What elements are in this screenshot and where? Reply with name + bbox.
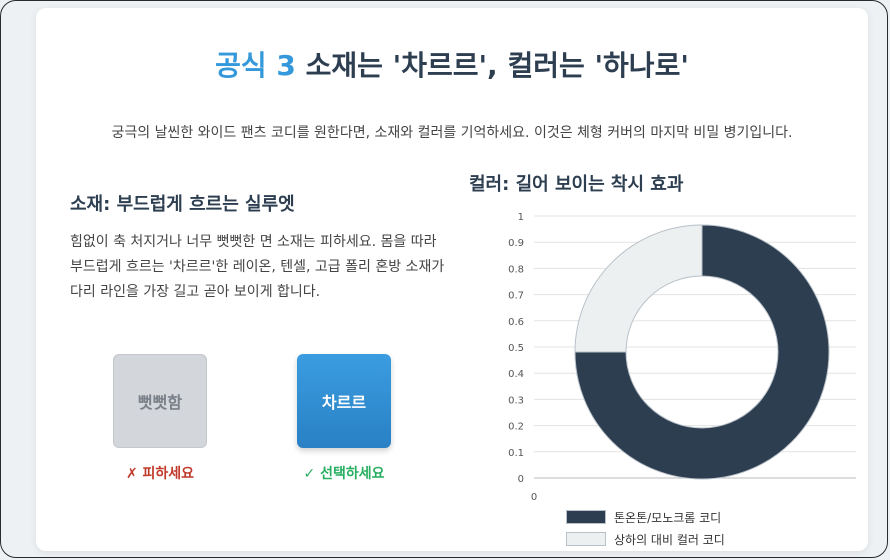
y-tick-label: 0.9 — [508, 238, 524, 249]
content-card: 공식 3 소재는 '차르르', 컬러는 '하나로' 궁극의 날씬한 와이드 팬츠… — [36, 8, 868, 551]
page-subtitle: 궁극의 날씬한 와이드 팬츠 코디를 원한다면, 소재와 컬러를 기억하세요. … — [111, 125, 793, 141]
y-tick-label: 0 — [518, 474, 524, 485]
material-description: 힘없이 축 처지거나 너무 뻣뻣한 면 소재는 피하세요. 몸을 따라 부드럽게… — [70, 234, 445, 300]
flowing-fabric-swatch: 차르르 — [297, 354, 391, 448]
y-tick-label: 0.2 — [508, 422, 524, 433]
legend-swatch-contrast — [566, 532, 606, 546]
y-tick-label: 0.7 — [508, 291, 524, 302]
y-tick-label: 0.6 — [508, 317, 524, 328]
title-formula-number: 공식 3 — [215, 49, 296, 82]
stiff-fabric-swatch: 뻣뻣함 — [113, 354, 207, 448]
title-text: 소재는 '차르르', 컬러는 '하나로' — [295, 49, 689, 82]
legend-label-monochrome: 톤온톤/모노크롬 코디 — [614, 510, 722, 525]
color-donut-chart: 00.10.20.30.40.50.60.70.80.9101 — [508, 212, 856, 503]
material-section: 소재: 부드럽게 흐르는 실루엣 힘없이 축 처지거나 너무 뻣뻣한 면 소재는… — [70, 190, 445, 305]
chart-legend: 톤온톤/모노크롬 코디 상하의 대비 컬러 코디 — [566, 506, 725, 550]
donut-slice — [574, 224, 703, 353]
x-tick-label: 0 — [531, 492, 537, 503]
legend-swatch-monochrome — [566, 510, 606, 524]
legend-item: 톤온톤/모노크롬 코디 — [566, 506, 725, 528]
color-heading: 컬러: 길어 보이는 착시 효과 — [469, 174, 684, 195]
y-tick-label: 1 — [518, 212, 524, 223]
donut-slice — [574, 224, 830, 480]
material-heading: 소재: 부드럽게 흐르는 실루엣 — [70, 194, 295, 215]
page-title: 공식 3 소재는 '차르르', 컬러는 '하나로' — [36, 44, 868, 84]
avoid-label: ✗ 피하세요 — [125, 466, 195, 482]
y-tick-label: 0.3 — [508, 395, 524, 406]
stiff-fabric-label: 뻣뻣함 — [137, 393, 183, 412]
y-tick-label: 0.4 — [508, 369, 524, 380]
legend-label-contrast: 상하의 대비 컬러 코디 — [614, 532, 725, 547]
legend-item: 상하의 대비 컬러 코디 — [566, 528, 725, 550]
y-tick-label: 0.5 — [508, 343, 524, 354]
flowing-fabric-label: 차르르 — [321, 393, 367, 412]
y-tick-label: 0.8 — [508, 264, 524, 275]
y-tick-label: 0.1 — [508, 448, 524, 459]
choose-label: ✓ 선택하세요 — [303, 466, 385, 482]
